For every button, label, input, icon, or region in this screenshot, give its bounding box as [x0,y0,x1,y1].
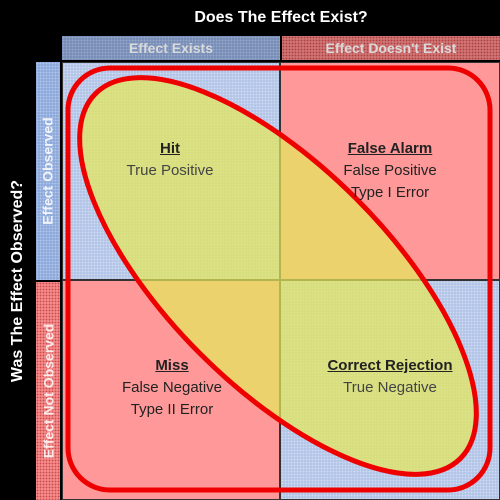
label-miss: Miss False Negative Type II Error [72,355,272,421]
label-false-alarm-line2: Type I Error [350,184,430,201]
row-header-effect-observed: Effect Observed [36,62,60,280]
label-miss-line2: Type II Error [130,401,214,418]
label-hit-title: Hit [160,140,180,157]
label-hit: Hit True Positive [80,138,260,182]
column-header-effect-doesnt-exist: Effect Doesn't Exist [282,36,500,60]
column-header-effect-exists: Effect Exists [62,36,280,60]
label-correct-rejection-line1: True Negative [343,379,437,396]
rounded-outline [65,65,493,493]
row-header-effect-not-observed: Effect Not Observed [36,282,60,500]
label-correct-rejection-title: Correct Rejection [327,357,453,374]
label-false-alarm-line1: False Positive [343,162,437,179]
label-hit-line1: True Positive [126,162,214,179]
label-correct-rejection: Correct Rejection True Negative [290,355,490,399]
label-miss-line1: False Negative [121,379,223,396]
diagonal-ellipse [77,75,479,477]
label-miss-title: Miss [155,357,189,374]
top-axis-title: Does The Effect Exist? [194,9,368,26]
label-false-alarm: False Alarm False Positive Type I Error [290,138,490,204]
label-false-alarm-title: False Alarm [347,140,433,157]
